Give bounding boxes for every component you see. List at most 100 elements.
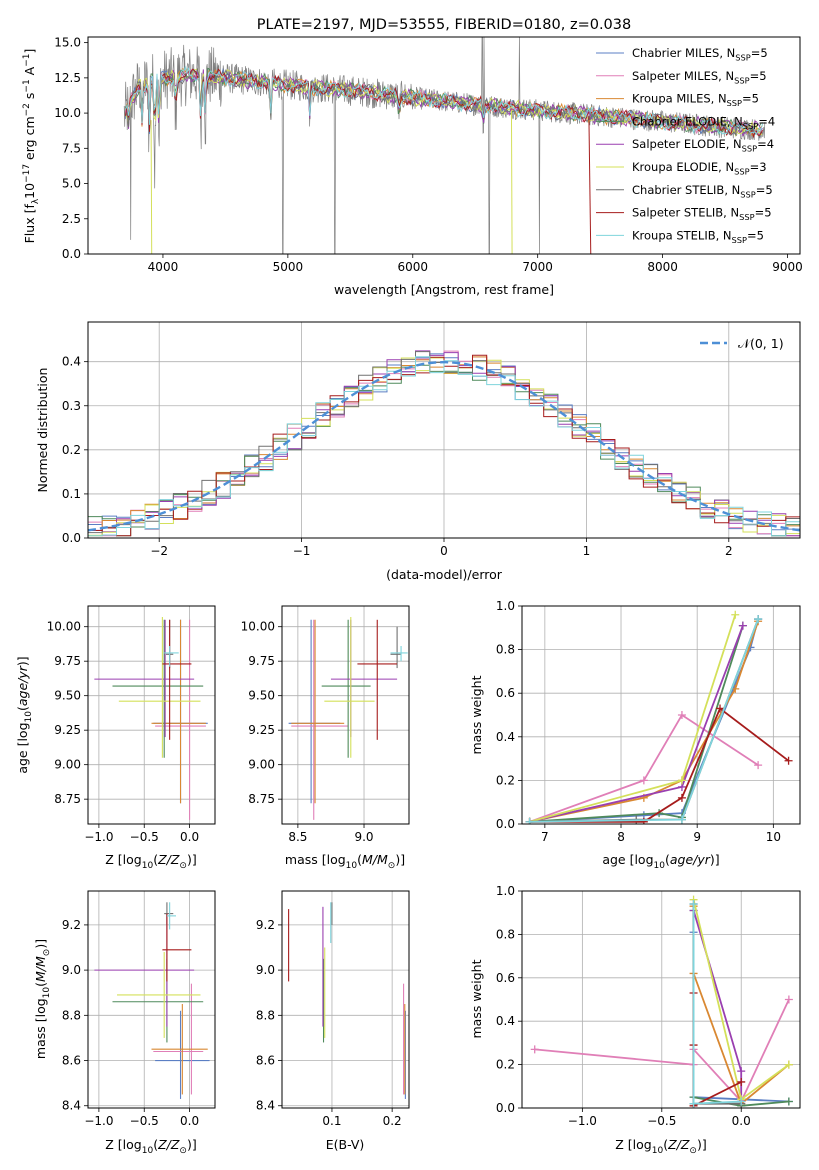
label-part: SSP xyxy=(739,212,754,222)
label-part: Kroupa ELODIE, N xyxy=(632,160,734,174)
y-tick-label: 0.6 xyxy=(496,686,515,700)
label-part: ( xyxy=(153,1137,158,1152)
label-part: )] xyxy=(15,656,30,666)
y-tick-label: 9.00 xyxy=(54,758,81,772)
label-part: Chabrier ELODIE, N xyxy=(632,114,743,128)
x-tick-label: 4000 xyxy=(148,260,179,274)
mass-weight-z-panel: −1.0 −0.5 0.0 0.0 0.2 0.4 0.6 0.8 1.0 xyxy=(496,884,801,1128)
label-part: =5 xyxy=(755,206,772,220)
label-part: SSP xyxy=(734,166,749,176)
y-tick-label: 9.75 xyxy=(54,654,81,668)
label-part: 10 xyxy=(142,861,154,871)
series-salpeter-stelib-marker xyxy=(784,756,793,765)
label-part: =5 xyxy=(756,183,773,197)
label-part: 10 xyxy=(42,987,52,999)
label-part: M/M xyxy=(362,852,388,867)
series-kroupa-elodie xyxy=(529,614,737,823)
x-tick-label: 7 xyxy=(541,830,549,844)
x-tick-label: 6000 xyxy=(397,260,428,274)
label-part: age [log xyxy=(602,852,653,867)
label-part: Z [log xyxy=(615,1137,651,1152)
label-part: age/yr xyxy=(670,852,711,867)
y-tick-label: 8.6 xyxy=(62,1054,81,1068)
x-tick-label: −0.5 xyxy=(130,1114,159,1128)
label-part: mass [log xyxy=(33,998,48,1059)
y-tick-label: 9.2 xyxy=(62,918,81,932)
x-tick-label: 0.0 xyxy=(180,830,199,844)
label-part: Z/Z xyxy=(157,852,180,867)
plot-area xyxy=(123,37,766,254)
label-part: Kroupa STELIB, N xyxy=(632,228,732,242)
label-part: ( xyxy=(663,1137,668,1152)
legend-entry: Salpeter STELIB, NSSP=5 xyxy=(632,206,772,222)
x-tick-label: 5000 xyxy=(273,260,304,274)
x-axis-label: E(B-V) xyxy=(326,1137,365,1152)
y-tick-label: 0.4 xyxy=(62,355,81,369)
y-axis-label: mass weight xyxy=(469,959,484,1038)
model-spectrum-salpeter-stelib xyxy=(125,68,763,139)
model-spectrum-kroupa-elodie xyxy=(125,68,763,138)
label-part: ⊙ xyxy=(689,1146,697,1156)
label-part: SSP xyxy=(735,52,750,62)
x-tick-label: 10 xyxy=(766,830,781,844)
label-part: SSP xyxy=(727,98,742,108)
series-salpeter-miles-marker xyxy=(530,1045,539,1054)
model-spectrum-salpeter-elodie xyxy=(125,69,763,137)
y-tick-label: 8.75 xyxy=(248,792,275,806)
x-tick-label: −0.5 xyxy=(647,1114,676,1128)
y-tick-label: 8.4 xyxy=(62,1099,81,1113)
label-part: A xyxy=(22,66,37,79)
y-tick-label: 0.1 xyxy=(62,487,81,501)
y-tick-label: 9.25 xyxy=(248,723,275,737)
x-tick-label: −1.0 xyxy=(84,830,113,844)
legend-entry: Kroupa STELIB, NSSP=5 xyxy=(632,228,764,244)
label-part: M/M xyxy=(33,956,48,982)
series-kroupa-stelib-marker xyxy=(689,1099,698,1108)
plot-area xyxy=(94,617,208,820)
mass-vs-ebv-panel: 0.1 0.2 8.4 8.6 8.8 9.0 9.2 xyxy=(256,890,410,1128)
label-part: Chabrier STELIB, N xyxy=(632,183,740,197)
label-part: ( xyxy=(33,982,48,987)
y-axis-label: mass weight xyxy=(469,675,484,754)
y-tick-label: 9.50 xyxy=(54,689,81,703)
y-tick-label: 0.6 xyxy=(496,971,515,985)
label-part: s xyxy=(22,93,37,104)
axes-frame xyxy=(521,605,801,825)
label-part: −2 xyxy=(22,103,32,116)
mass-vs-z-panel: −1.0 −0.5 0.0 8.4 8.6 8.8 9.0 9.2 xyxy=(62,890,216,1128)
plot-area xyxy=(94,902,210,1099)
x-axis-label: wavelength [Angstrom, rest frame] xyxy=(334,282,554,297)
x-axis-label: age [log10(age/yr)] xyxy=(602,852,719,871)
y-tick-label: 9.25 xyxy=(54,723,81,737)
spectrum-title: PLATE=2197, MJD=53555, FIBERID=0180, z=0… xyxy=(257,17,631,33)
y-tick-label: 7.5 xyxy=(62,141,81,155)
plot-area xyxy=(88,350,800,537)
label-part: =4 xyxy=(758,114,775,128)
legend-entry: Kroupa ELODIE, NSSP=3 xyxy=(632,160,767,176)
x-tick-label: 0.1 xyxy=(322,1114,341,1128)
spectrum-panel: 4000 5000 6000 7000 8000 9000 0.0 2.5 5.0 7.5 10.0… xyxy=(54,36,803,274)
y-tick-label: 0.0 xyxy=(62,247,81,261)
y-tick-label: 0.4 xyxy=(496,1014,515,1028)
series-kroupa-stelib-marker xyxy=(677,815,686,824)
y-tick-label: 8.6 xyxy=(256,1054,275,1068)
series-salpeter-miles-marker xyxy=(639,776,648,785)
label-part: ( xyxy=(357,852,362,867)
series-chabrier-elodie xyxy=(529,625,744,823)
series-kroupa-miles-marker xyxy=(731,684,740,693)
axes-frame xyxy=(87,605,216,825)
label-part: −1 xyxy=(22,79,32,92)
y-tick-label: 9.2 xyxy=(256,918,275,932)
y-axis-label: age [log10(age/yr)] xyxy=(15,656,34,773)
label-part: SSP xyxy=(734,75,749,85)
label-part: mass [log xyxy=(285,852,346,867)
axes-frame xyxy=(281,605,410,825)
x-tick-label: 8 xyxy=(617,830,625,844)
model-dip xyxy=(510,110,513,254)
label-part: 10 xyxy=(652,1146,664,1156)
y-tick-label: 0.2 xyxy=(496,773,515,787)
y-tick-label: 0.2 xyxy=(62,443,81,457)
age-vs-z-panel: −1.0 −0.5 0.0 8.75 9.00 9.25 9.50 9.75 10.00 xyxy=(47,605,216,844)
